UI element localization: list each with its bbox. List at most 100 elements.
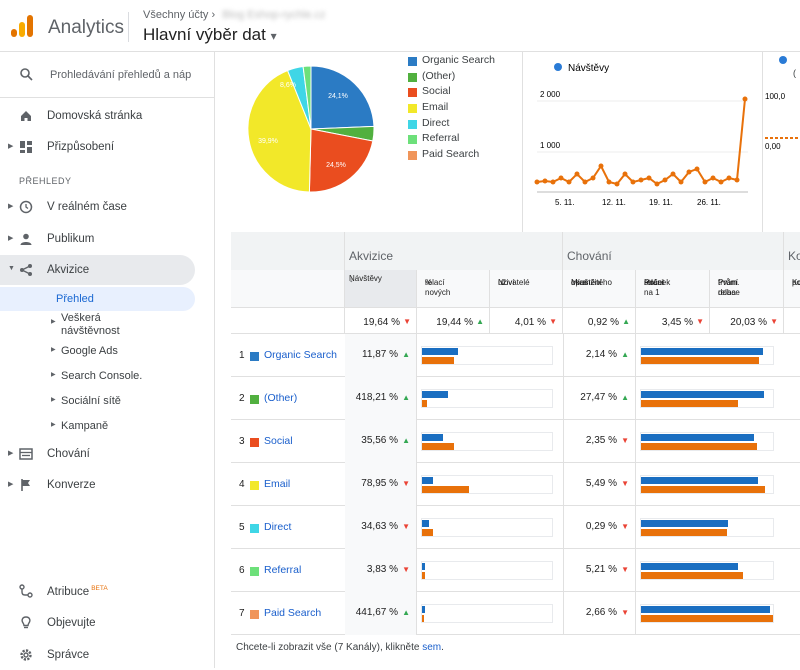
nav-acq-campaigns-label: Kampaně — [61, 420, 109, 432]
nav-audience[interactable]: ▶ Publikum — [0, 224, 215, 254]
sidebar: Prohledávání přehledů a náp Domovská str… — [0, 52, 215, 668]
table-row: 4 Email 78,95 % ▼ 5,49 % ▼ — [231, 463, 800, 506]
behavior-bar — [640, 432, 774, 451]
analytics-logo-icon[interactable] — [10, 14, 34, 38]
group-behavior: Chování — [563, 232, 784, 270]
col-bounce-rate[interactable]: Míra okamžitého opuštění — [563, 270, 636, 308]
dropdown-caret-icon[interactable]: ▾ — [270, 29, 277, 43]
nav-acq-search-console[interactable]: ▶ Search Console. — [0, 364, 215, 388]
total-duration: 20,03 % ▼ — [710, 308, 784, 334]
visits-cell: 35,56 % ▲ — [345, 420, 417, 463]
nav-acq-all-traffic[interactable]: ▶ Veškerá návštěvnost — [0, 311, 215, 341]
acquisition-bar — [421, 518, 553, 537]
property-name[interactable]: Blog Eshop-rychle.cz — [222, 9, 326, 21]
channel-link[interactable]: Paid Search — [264, 607, 322, 619]
table-row: 6 Referral 3,83 % ▼ 5,21 % ▼ — [231, 549, 800, 592]
sidebar-search[interactable]: Prohledávání přehledů a náp — [0, 52, 215, 98]
nav-realtime[interactable]: ▶ V reálném čase — [0, 192, 215, 222]
col-avg-duration[interactable]: Prům. doba trvání relace — [710, 270, 784, 308]
legend-label: Organic Search — [422, 54, 495, 66]
bounce-value: 27,47 % — [580, 392, 617, 403]
arrow-up-icon: ▲ — [476, 317, 484, 326]
bar-blue — [641, 434, 754, 441]
expand-caret-icon[interactable]: ▶ — [8, 143, 14, 150]
arrow-up-icon: ▲ — [402, 436, 410, 445]
pie-slice-referral[interactable] — [302, 65, 312, 130]
nav-acq-campaigns[interactable]: ▶ Kampaně — [0, 414, 215, 438]
nav-acq-all-traffic-label-2: návštěvnost — [61, 325, 120, 337]
account-breadcrumb[interactable]: Všechny účty › Blog Eshop-rychle.cz — [143, 9, 326, 21]
bar-blue — [422, 434, 443, 441]
expand-caret-icon[interactable]: ▶ — [51, 347, 56, 353]
expand-caret-icon[interactable]: ▶ — [51, 372, 56, 378]
col-conversions[interactable]: Konpoř — [784, 270, 800, 308]
col-visits[interactable]: Návštěvy ↓ — [345, 270, 417, 308]
show-all-link[interactable]: sem — [422, 642, 442, 653]
pie-label-organic: 24,1% — [328, 93, 348, 100]
nav-behavior-label: Chování — [47, 448, 90, 460]
header-divider — [128, 12, 129, 42]
sessions-series-line — [536, 98, 746, 186]
expand-caret-icon[interactable]: ▶ — [8, 450, 14, 457]
account-crumb[interactable]: Všechny účty — [143, 9, 209, 21]
bar-blue — [641, 563, 738, 570]
bar-blue — [422, 606, 425, 613]
nav-acquisition[interactable]: ▼ Akvizice — [0, 255, 195, 285]
search-input[interactable]: Prohledávání přehledů a náp — [50, 69, 192, 81]
arrow-up-icon: ▲ — [402, 350, 410, 359]
expand-caret-icon[interactable]: ▶ — [51, 397, 56, 403]
nav-customize[interactable]: ▶ Přizpůsobení — [0, 132, 215, 162]
visits-value: 78,95 % — [361, 478, 398, 489]
collapse-caret-icon[interactable]: ▼ — [8, 265, 15, 272]
col-pages-per-session[interactable]: Počet stránek na 1 relaci — [636, 270, 710, 308]
bar-orange — [641, 486, 765, 493]
channel-swatch — [250, 524, 259, 533]
chart3-legend-dot — [779, 56, 787, 64]
col-new-users[interactable]: Noví uživatelé — [490, 270, 563, 308]
nav-acquisition-label: Akvizice — [47, 264, 90, 276]
nav-attribution[interactable]: Atribuce BETA — [0, 576, 215, 606]
nav-home[interactable]: Domovská stránka — [0, 101, 215, 131]
totals-label-cell — [231, 308, 345, 334]
bounce-value: 5,21 % — [585, 564, 617, 575]
pie-slice-social[interactable] — [308, 128, 374, 193]
row-number: 1 — [239, 350, 245, 361]
channel-link[interactable]: Referral — [264, 564, 302, 576]
row-number: 4 — [239, 479, 245, 490]
channel-link[interactable]: (Other) — [264, 392, 298, 404]
beta-badge: BETA — [91, 585, 108, 592]
expand-caret-icon[interactable]: ▶ — [8, 481, 14, 488]
sessions-line-chart[interactable]: Návštěvy 2 000 1 000 5. 11. 12. 11. 19. … — [523, 52, 763, 232]
nav-behavior[interactable]: ▶ Chování — [0, 439, 215, 469]
legend-label: Paid Search — [422, 148, 480, 160]
secondary-chart[interactable]: ( 100,0 0,00 — [763, 52, 800, 232]
nav-acq-overview[interactable]: Přehled — [0, 287, 195, 311]
pie-slice-organic[interactable] — [310, 65, 375, 130]
arrow-up-icon: ▲ — [622, 317, 630, 326]
expand-caret-icon[interactable]: ▶ — [8, 235, 14, 242]
expand-caret-icon[interactable]: ▶ — [8, 203, 14, 210]
channel-link[interactable]: Email — [264, 478, 291, 490]
channel-link[interactable]: Organic Search — [264, 349, 337, 361]
nav-acq-social[interactable]: ▶ Sociální sítě — [0, 389, 215, 413]
legend-swatch — [408, 88, 417, 97]
channel-link[interactable]: Direct — [264, 521, 292, 533]
channel-link[interactable]: Social — [264, 435, 293, 447]
sort-desc-icon[interactable]: ↓ — [349, 274, 354, 284]
col-new-sessions-pct[interactable]: % nových relací — [417, 270, 490, 308]
bounce-value: 2,14 % — [585, 349, 617, 360]
legend-swatch — [408, 135, 417, 144]
expand-caret-icon[interactable]: ▶ — [51, 422, 56, 428]
view-name[interactable]: Hlavní výběr dat — [143, 25, 266, 44]
nav-discover[interactable]: Objevujte — [0, 608, 215, 638]
channel-pie-chart[interactable]: 24,1% 24,5% 39,9% 8,6% — [246, 64, 376, 194]
expand-caret-icon[interactable]: ▶ — [51, 319, 56, 325]
col-bounce-label-1: Míra — [571, 278, 587, 287]
nav-acq-google-ads[interactable]: ▶ Google Ads — [0, 339, 215, 363]
pie-slice-email[interactable] — [247, 69, 312, 193]
bar-orange — [422, 615, 424, 622]
view-selector[interactable]: Hlavní výběr dat ▾ — [143, 25, 277, 45]
nav-admin[interactable]: Správce — [0, 640, 215, 670]
nav-conversions[interactable]: ▶ Konverze — [0, 470, 215, 500]
gear-icon — [20, 649, 32, 661]
